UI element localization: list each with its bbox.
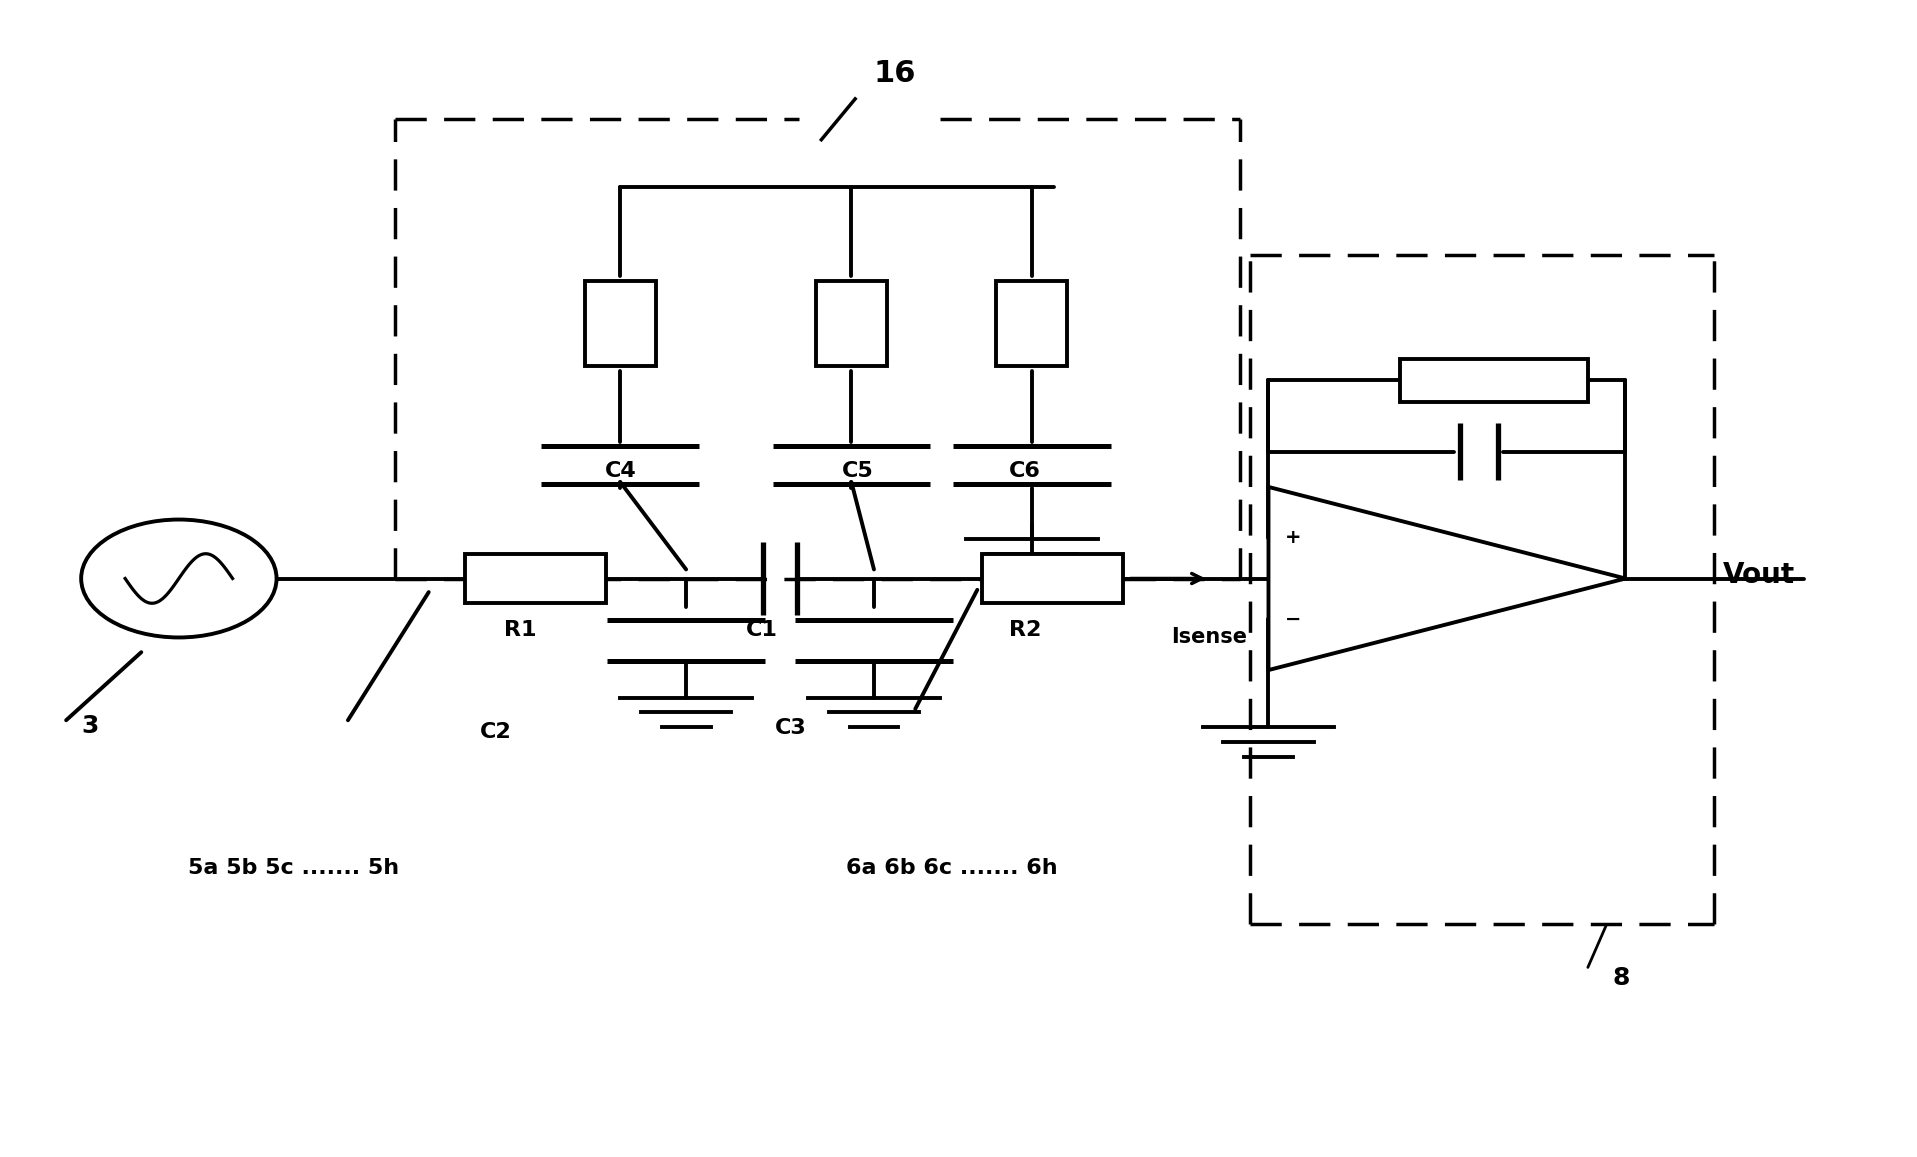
Polygon shape (1269, 487, 1626, 670)
Text: C1: C1 (746, 619, 778, 640)
Text: 16: 16 (874, 59, 916, 88)
Bar (817, 281, 888, 366)
Bar (1399, 359, 1587, 401)
Text: Vout: Vout (1723, 561, 1794, 589)
Text: 5a 5b 5c ....... 5h: 5a 5b 5c ....... 5h (188, 857, 399, 878)
Text: C5: C5 (842, 460, 874, 481)
Text: 3: 3 (81, 714, 98, 738)
Text: C3: C3 (774, 718, 807, 738)
Text: 8: 8 (1612, 966, 1629, 989)
Text: R4: R4 (830, 314, 863, 333)
Bar (585, 281, 656, 366)
Text: R1: R1 (504, 619, 537, 640)
Bar (982, 553, 1123, 604)
Text: Isense: Isense (1171, 627, 1246, 648)
Text: C2: C2 (479, 722, 512, 742)
Text: R5: R5 (1003, 314, 1033, 333)
Bar (466, 553, 606, 604)
Text: C6: C6 (1008, 460, 1041, 481)
Text: C4: C4 (606, 460, 636, 481)
Text: R3: R3 (592, 314, 625, 333)
Text: R2: R2 (1008, 619, 1041, 640)
Text: −: − (1284, 610, 1302, 629)
Bar (997, 281, 1068, 366)
Text: +: + (1284, 528, 1302, 547)
Text: 6a 6b 6c ....... 6h: 6a 6b 6c ....... 6h (845, 857, 1058, 878)
